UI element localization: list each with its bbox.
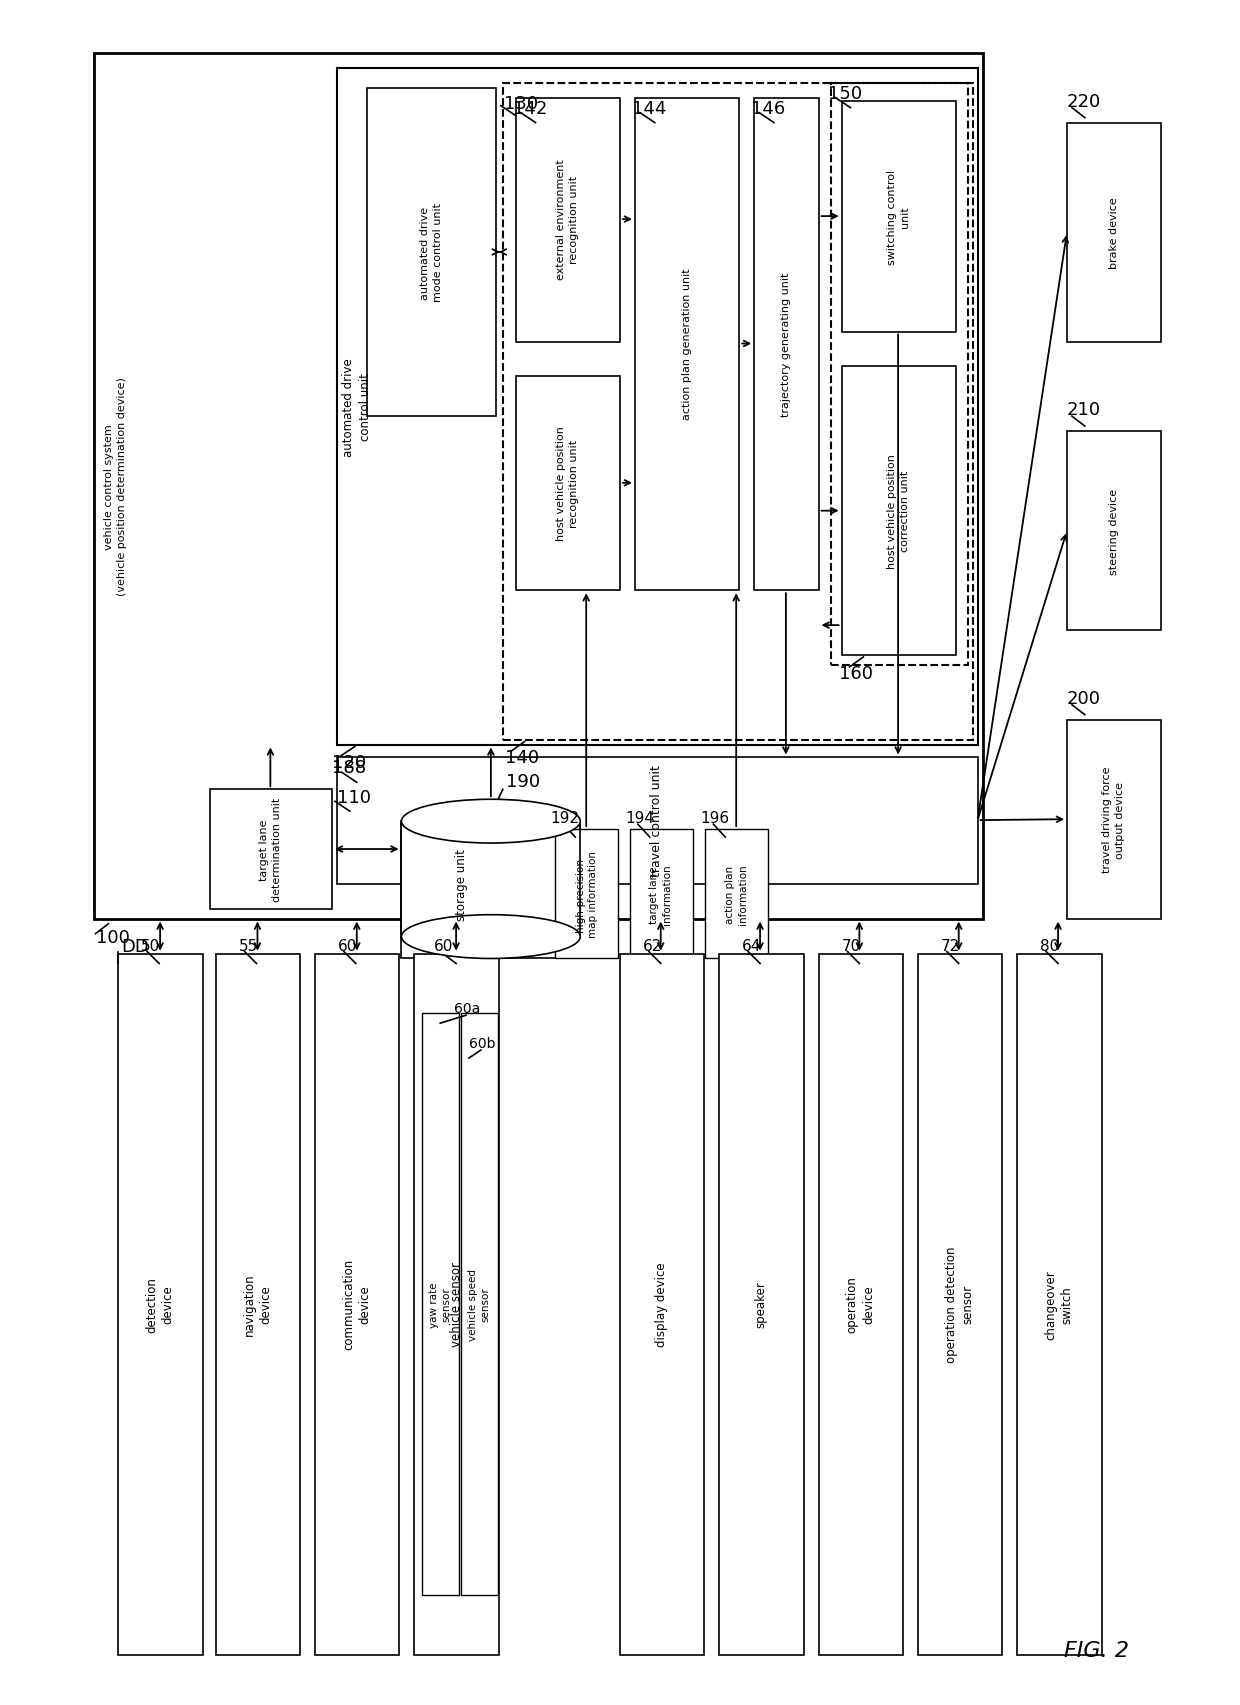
Text: 190: 190 (506, 772, 539, 791)
Text: detection
device: detection device (145, 1275, 175, 1332)
Text: travel control unit: travel control unit (650, 766, 663, 876)
Text: 80: 80 (1040, 938, 1059, 953)
Text: travel driving force
output device: travel driving force output device (1102, 767, 1125, 873)
Text: 194: 194 (625, 810, 653, 825)
Bar (719, 953, 804, 1656)
Text: 62: 62 (642, 938, 662, 953)
Bar (423, 1013, 459, 1596)
Text: FIG. 2: FIG. 2 (1064, 1640, 1130, 1661)
Text: action plan
information: action plan information (725, 864, 748, 924)
Text: 64: 64 (743, 938, 761, 953)
Text: target lane
determination unit: target lane determination unit (259, 798, 281, 902)
Text: 60: 60 (434, 938, 454, 953)
Text: steering device: steering device (1109, 488, 1118, 575)
Text: 140: 140 (505, 748, 539, 767)
Bar (1066, 123, 1162, 343)
Text: 188: 188 (332, 759, 366, 777)
Text: brake device: brake device (1109, 198, 1118, 269)
Bar (216, 953, 300, 1656)
Text: operation detection
sensor: operation detection sensor (945, 1246, 975, 1362)
Bar (1066, 720, 1162, 919)
Text: 160: 160 (838, 665, 873, 682)
Text: 120: 120 (332, 754, 366, 772)
Bar (516, 377, 620, 592)
Text: 210: 210 (1066, 401, 1101, 419)
Text: host vehicle position
recognition unit: host vehicle position recognition unit (556, 426, 579, 540)
Bar (402, 822, 580, 958)
Text: 146: 146 (751, 99, 785, 118)
Text: 60b: 60b (469, 1037, 496, 1050)
Bar (1017, 953, 1102, 1656)
Bar (414, 953, 498, 1656)
Bar (367, 89, 496, 418)
Bar (842, 102, 956, 332)
Text: 50: 50 (141, 938, 160, 953)
Text: 200: 200 (1066, 689, 1101, 708)
Text: trajectory generating unit: trajectory generating unit (781, 273, 791, 416)
Bar (337, 759, 977, 885)
Text: action plan generation unit: action plan generation unit (682, 268, 692, 419)
Bar (918, 953, 1002, 1656)
Text: external environment
recognition unit: external environment recognition unit (556, 160, 579, 280)
Bar (620, 953, 704, 1656)
Text: automated drive
mode control unit: automated drive mode control unit (420, 203, 443, 302)
Bar (315, 953, 399, 1656)
Text: changeover
switch: changeover switch (1044, 1269, 1074, 1338)
Bar (556, 830, 618, 958)
Text: high-precision
map information: high-precision map information (575, 851, 598, 938)
Text: automated drive
control unit: automated drive control unit (342, 358, 372, 457)
Text: storage unit: storage unit (455, 849, 467, 921)
Bar (502, 84, 972, 740)
Text: 192: 192 (551, 810, 579, 825)
Text: 55: 55 (238, 938, 258, 953)
Text: 220: 220 (1066, 92, 1101, 111)
Bar (118, 953, 203, 1656)
Text: 70: 70 (842, 938, 861, 953)
Bar (1066, 431, 1162, 631)
Text: host vehicle position
correction unit: host vehicle position correction unit (887, 454, 909, 569)
Text: vehicle control system
(vehicle position determination device): vehicle control system (vehicle position… (104, 377, 126, 595)
Text: switching control
unit: switching control unit (887, 169, 909, 264)
Text: 142: 142 (512, 99, 547, 118)
Text: communication
device: communication device (342, 1258, 372, 1350)
Bar (754, 99, 818, 592)
Text: operation
device: operation device (846, 1275, 875, 1332)
Bar (337, 68, 977, 745)
Text: 130: 130 (503, 94, 538, 113)
Bar (461, 1013, 497, 1596)
Text: 150: 150 (827, 85, 862, 102)
Text: display device: display device (655, 1262, 668, 1347)
Text: vehicle speed
sensor: vehicle speed sensor (467, 1269, 490, 1340)
Ellipse shape (402, 916, 580, 958)
Text: 100: 100 (95, 928, 129, 946)
Text: 60a: 60a (454, 1001, 480, 1016)
Ellipse shape (402, 800, 580, 844)
Bar (831, 84, 967, 665)
Text: vehicle sensor: vehicle sensor (450, 1262, 463, 1347)
Bar (706, 830, 768, 958)
Text: 144: 144 (632, 99, 666, 118)
Text: speaker: speaker (755, 1280, 768, 1328)
Text: 72: 72 (941, 938, 960, 953)
Text: 60: 60 (339, 938, 357, 953)
Bar (818, 953, 903, 1656)
Text: 196: 196 (701, 810, 729, 825)
Bar (630, 830, 692, 958)
Text: 110: 110 (337, 789, 371, 806)
Bar (516, 99, 620, 343)
Text: yaw rate
sensor: yaw rate sensor (429, 1280, 451, 1326)
Bar (635, 99, 739, 592)
Text: target lane
information: target lane information (650, 864, 672, 924)
Text: navigation
device: navigation device (243, 1272, 273, 1335)
Bar (210, 789, 332, 909)
Bar (93, 55, 982, 919)
Text: DD: DD (122, 938, 149, 955)
Bar (842, 367, 956, 656)
